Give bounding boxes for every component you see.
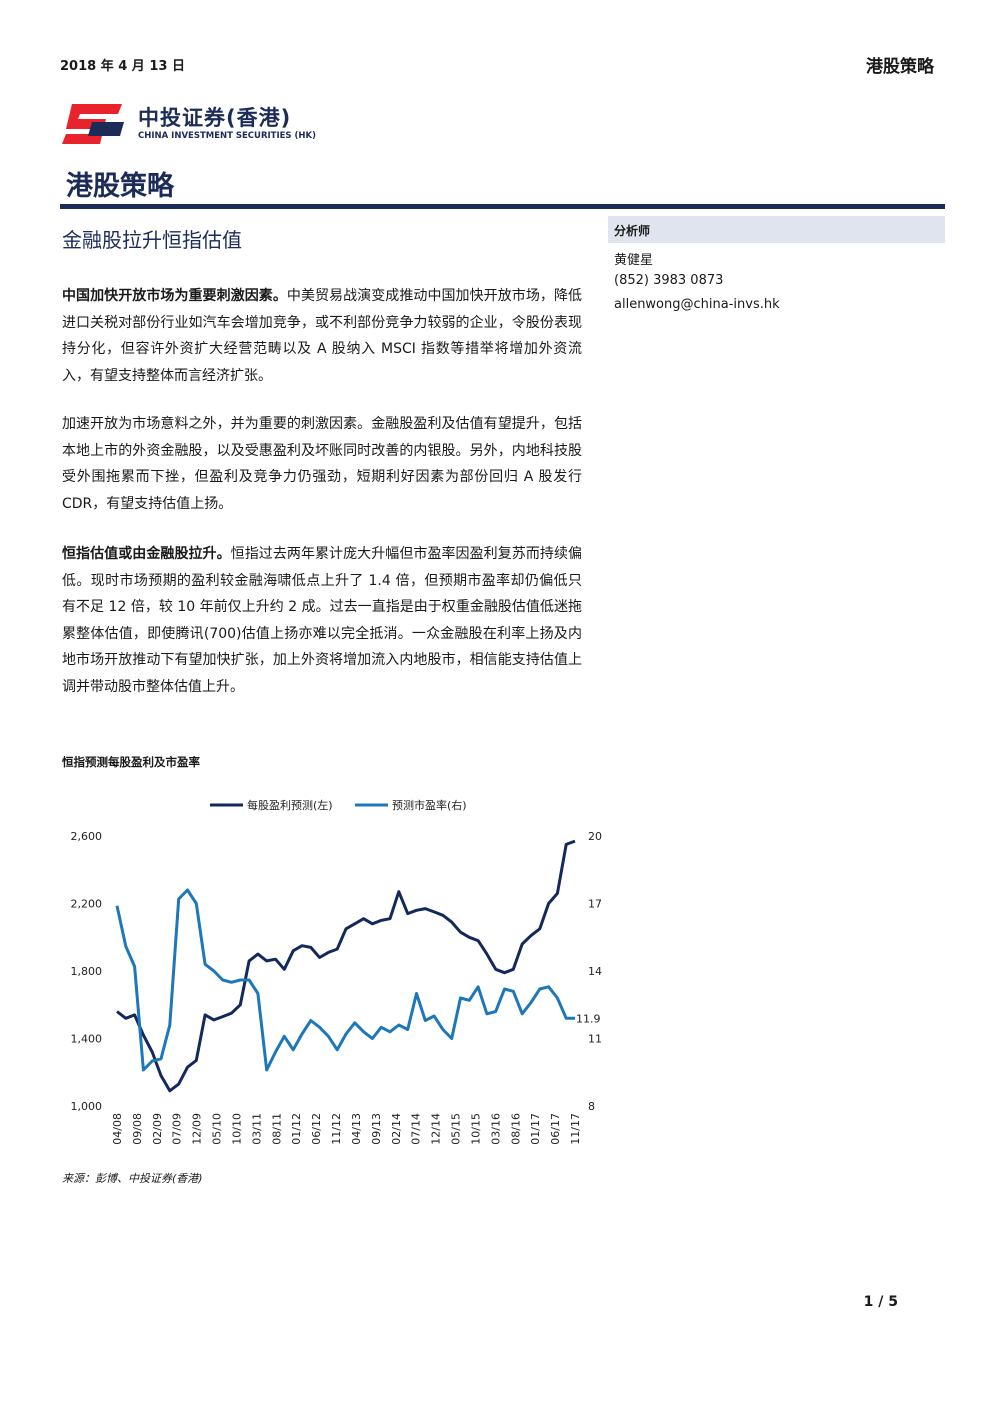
y-left-tick-label: 2,600 [71, 830, 103, 843]
paragraph-1-text: 中美贸易战演变成推动中国加快开放市场，降低进口关税对部份行业如汽车会增加竞争，或… [62, 288, 583, 384]
y-left-tick-label: 2,200 [71, 898, 103, 911]
y-left-tick-label: 1,800 [71, 965, 103, 978]
chart-source: 来源：彭博、中投证券(香港) [62, 1172, 203, 1185]
x-tick-label: 09/13 [370, 1113, 383, 1145]
x-tick-label: 01/17 [529, 1113, 542, 1145]
y-right-tick-label: 20 [588, 830, 602, 843]
x-tick-label: 03/16 [489, 1113, 502, 1145]
header-divider [60, 204, 945, 209]
legend-label-2: 预测市盈率(右) [392, 798, 467, 812]
analyst-name: 黄健星 [614, 253, 654, 268]
logo-name-cn: 中投证券(香港) [138, 106, 292, 130]
y-right-tick-label: 17 [588, 898, 602, 911]
analyst-header: 分析师 [608, 216, 945, 243]
x-tick-label: 09/08 [131, 1113, 144, 1145]
y-right-tick-label: 14 [588, 965, 602, 978]
x-tick-label: 10/10 [230, 1113, 243, 1145]
x-tick-label: 01/12 [290, 1113, 303, 1145]
paragraph-1: 中国加快开放市场为重要刺激因素。中美贸易战演变成推动中国加快开放市场，降低进口关… [62, 283, 582, 389]
x-tick-label: 06/17 [549, 1113, 562, 1145]
page-number: 1 / 5 [863, 1294, 898, 1310]
x-tick-label: 05/15 [450, 1113, 463, 1145]
y-left-tick-label: 1,000 [71, 1100, 103, 1113]
analyst-label: 分析师 [614, 224, 651, 238]
company-logo: 中投证券(香港) CHINA INVESTMENT SECURITIES (HK… [60, 100, 316, 150]
header-section-label: 港股策略 [866, 57, 934, 77]
paragraph-2-text: 加速开放为市场意料之外，并为重要的刺激因素。金融股盈利及估值有望提升，包括本地上… [62, 416, 582, 512]
paragraph-3: 恒指估值或由金融股拉升。恒指过去两年累计庞大升幅但市盈率因盈利复苏而持续偏低。现… [62, 541, 582, 700]
x-tick-label: 08/11 [270, 1113, 283, 1145]
logo-mark-icon [62, 104, 124, 144]
x-tick-label: 11/17 [569, 1113, 582, 1145]
x-tick-label: 05/10 [211, 1113, 224, 1145]
x-tick-label: 02/14 [390, 1113, 403, 1145]
series-line-1 [116, 839, 576, 1093]
end-value-label: 11.9 [576, 1012, 601, 1025]
eps-pe-chart: 1,000 1,400 1,800 2,200 2,600 8 11 14 17 20 04/08 0… [71, 798, 603, 1145]
y-left-tick-label: 1,400 [71, 1033, 103, 1046]
analyst-phone: (852) 3983 0873 [614, 273, 724, 288]
x-tick-label: 04/13 [350, 1113, 363, 1145]
x-tick-label: 11/12 [330, 1113, 343, 1145]
paragraph-3-lead: 恒指估值或由金融股拉升。 [62, 546, 231, 562]
x-tick-label: 12/09 [191, 1113, 204, 1145]
analyst-email[interactable]: allenwong@china-invs.hk [614, 297, 780, 312]
legend-label-1: 每股盈利预测(左) [247, 798, 333, 812]
x-tick-label: 12/14 [430, 1113, 443, 1145]
x-tick-label: 07/14 [410, 1113, 423, 1145]
series-line-2 [115, 888, 575, 1072]
paragraph-2: 加速开放为市场意料之外，并为重要的刺激因素。金融股盈利及估值有望提升，包括本地上… [62, 411, 582, 517]
report-headline: 金融股拉升恒指估值 [62, 228, 242, 252]
report-category-title: 港股策略 [66, 171, 174, 202]
paragraph-1-lead: 中国加快开放市场为重要刺激因素。 [62, 288, 287, 304]
y-right-tick-label: 8 [588, 1100, 595, 1113]
x-tick-label: 07/09 [171, 1113, 184, 1145]
logo-name-en: CHINA INVESTMENT SECURITIES (HK) [138, 131, 316, 141]
x-tick-label: 04/08 [111, 1113, 124, 1145]
paragraph-3-text: 恒指过去两年累计庞大升幅但市盈率因盈利复苏而持续偏低。现时市场预期的盈利较金融海… [62, 546, 583, 695]
x-tick-label: 03/11 [250, 1113, 263, 1145]
report-date: 2018 年 4 月 13 日 [60, 59, 185, 74]
y-right-tick-label: 11 [588, 1033, 602, 1046]
x-tick-label: 08/16 [509, 1113, 522, 1145]
chart-title: 恒指预测每股盈利及市盈率 [62, 755, 200, 769]
x-tick-label: 10/15 [469, 1113, 482, 1145]
x-tick-label: 06/12 [310, 1113, 323, 1145]
x-tick-label: 02/09 [151, 1113, 164, 1145]
